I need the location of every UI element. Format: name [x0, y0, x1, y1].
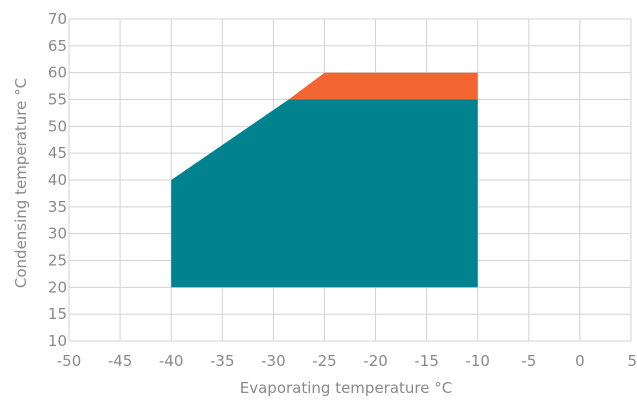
x-axis-ticks: -50 -45 -40 -35 -30 -25 -20 -15 -10 -5 0 5: [57, 352, 637, 370]
x-tick-label-5: -25: [312, 352, 337, 370]
y-axis-label: Condensing temperature °C: [12, 78, 30, 288]
x-tick-label-2: -40: [159, 352, 184, 370]
y-tick-label-2: 20: [48, 278, 67, 296]
x-tick-label-9: -5: [521, 352, 536, 370]
x-tick-label-1: -45: [108, 352, 133, 370]
envelope-areas: [171, 72, 478, 288]
y-axis-ticks: 10 15 20 25 30 35 40 45 50 55 60 65 70: [48, 10, 67, 350]
x-tick-label-0: -50: [57, 352, 82, 370]
x-axis-label: Evaporating temperature °C: [240, 379, 452, 397]
x-tick-label-10: 0: [575, 352, 585, 370]
y-tick-label-4: 30: [48, 225, 67, 243]
y-tick-label-10: 60: [48, 64, 67, 82]
y-tick-label-5: 35: [48, 198, 67, 216]
envelope-area-1: [288, 72, 478, 100]
x-tick-label-3: -35: [210, 352, 235, 370]
y-tick-label-0: 10: [48, 332, 67, 350]
x-tick-label-4: -30: [261, 352, 286, 370]
envelope-area-0: [171, 99, 478, 288]
x-tick-label-6: -20: [363, 352, 388, 370]
y-tick-label-8: 50: [48, 117, 67, 135]
y-tick-label-3: 25: [48, 252, 67, 270]
y-tick-label-1: 15: [48, 305, 67, 323]
y-tick-label-11: 65: [48, 37, 67, 55]
y-tick-label-12: 70: [48, 10, 67, 28]
y-tick-label-6: 40: [48, 171, 67, 189]
x-tick-label-11: 5: [627, 352, 637, 370]
x-tick-label-7: -15: [414, 352, 439, 370]
y-tick-label-9: 55: [48, 91, 67, 109]
y-tick-label-7: 45: [48, 144, 67, 162]
x-tick-label-8: -10: [465, 352, 490, 370]
